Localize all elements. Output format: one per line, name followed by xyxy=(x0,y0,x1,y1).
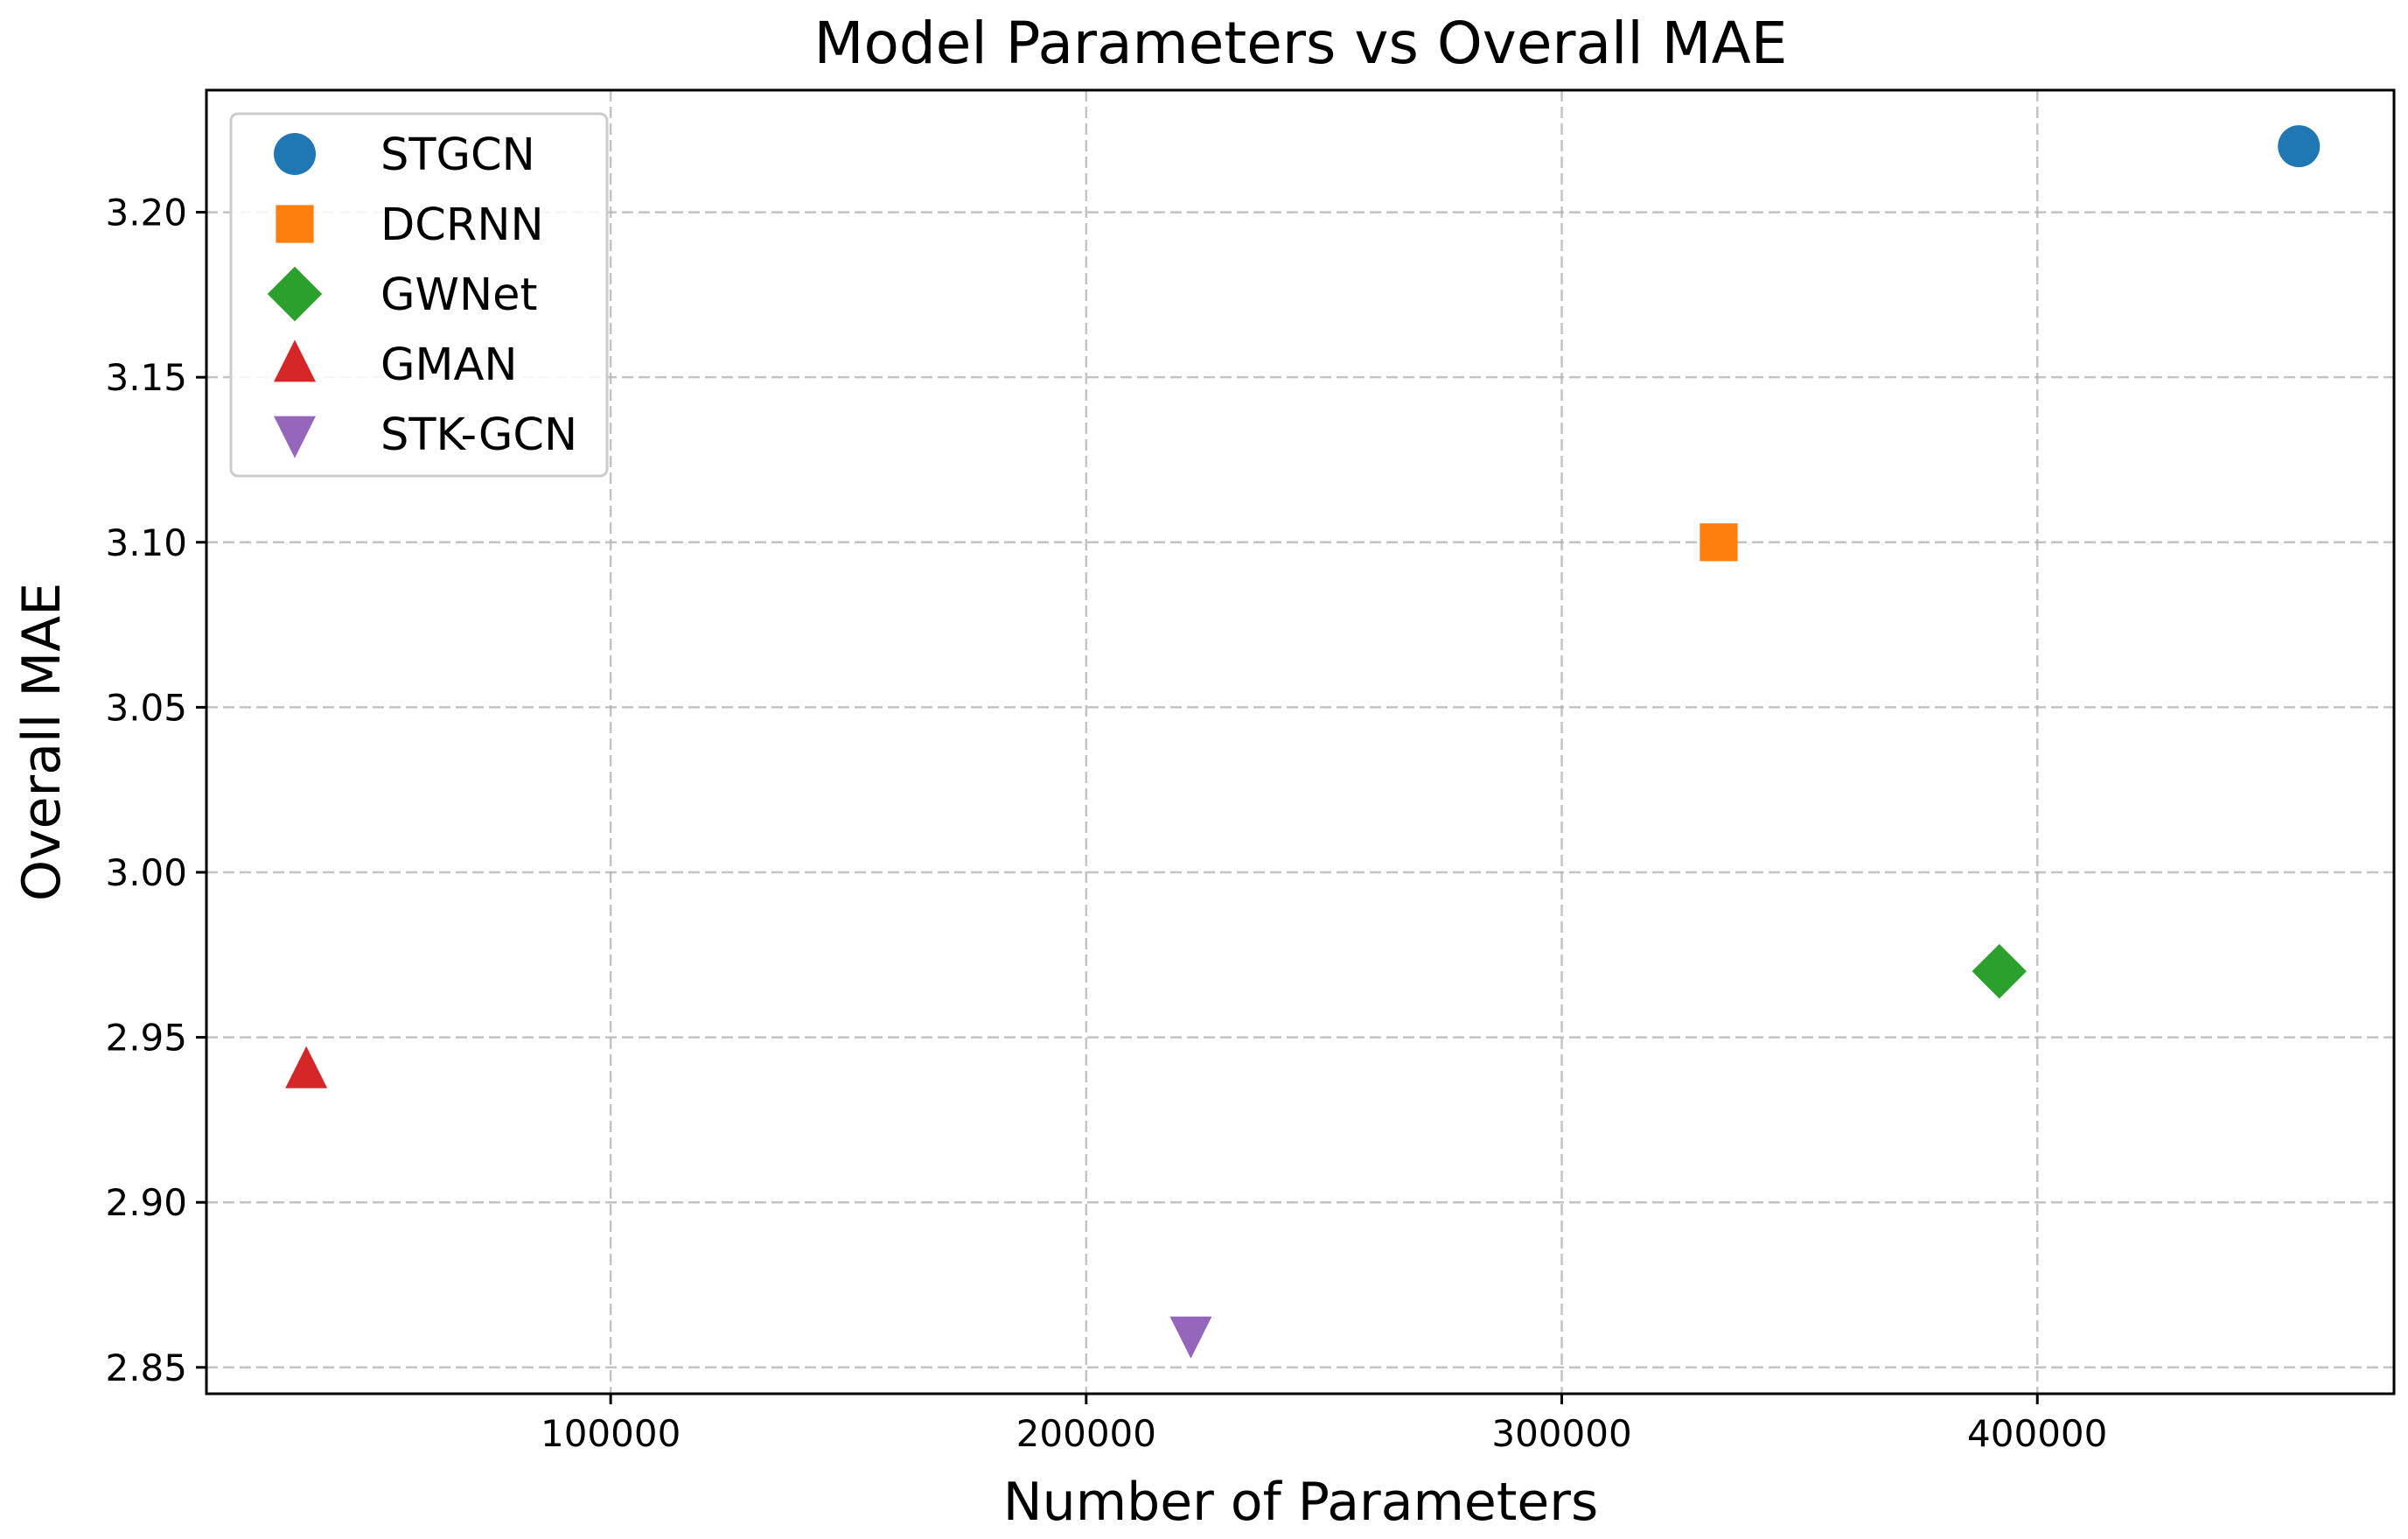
y-tick-label: 3.10 xyxy=(105,521,187,564)
legend-box xyxy=(229,112,609,478)
data-point-stk-gcn xyxy=(1169,1316,1212,1359)
legend-marker-stk-gcn xyxy=(274,416,316,458)
x-tick-label: 300000 xyxy=(1491,1412,1631,1455)
y-tick-label: 3.00 xyxy=(105,851,187,894)
x-tick-label: 200000 xyxy=(1016,1412,1156,1455)
y-tick-label: 2.90 xyxy=(105,1181,187,1224)
y-tick-label: 3.05 xyxy=(105,686,187,729)
y-tick-label: 2.85 xyxy=(105,1347,187,1389)
legend-label-stgcn: STGCN xyxy=(380,129,535,181)
x-tick-label: 100000 xyxy=(541,1412,681,1455)
y-axis-label: Overall MAE xyxy=(11,583,73,901)
data-point-stgcn xyxy=(2278,125,2321,168)
legend: STGCN DCRNN GWNet GMAN STK-GCN xyxy=(229,112,609,478)
y-tick-label: 3.15 xyxy=(105,356,187,399)
y-tick-label: 3.20 xyxy=(105,192,187,234)
data-points xyxy=(285,125,2321,1359)
legend-marker-dcrnn xyxy=(276,205,314,243)
legend-label-gwnet: GWNet xyxy=(380,269,537,321)
legend-marker-gman xyxy=(274,339,316,382)
legend-marker-stgcn xyxy=(274,133,316,175)
legend-marker-gwnet xyxy=(267,266,323,322)
grid-lines xyxy=(206,90,2394,1394)
x-axis-label: Number of Parameters xyxy=(1003,1472,1598,1533)
y-tick-label: 2.95 xyxy=(105,1017,187,1060)
legend-items: STGCN DCRNN GWNet GMAN STK-GCN xyxy=(267,129,577,461)
plot-frame xyxy=(205,88,2396,1396)
chart-title: Model Parameters vs Overall MAE xyxy=(814,10,1788,77)
data-point-gwnet xyxy=(1972,943,2027,999)
data-point-gman xyxy=(285,1046,328,1088)
axis-ticks: 100000 200000 300000 400000 2.85 2.90 2.95 3.00… xyxy=(105,192,2107,1455)
legend-label-dcrnn: DCRNN xyxy=(380,199,544,251)
legend-label-gman: GMAN xyxy=(380,339,518,391)
legend-label-stk-gcn: STK-GCN xyxy=(380,409,577,461)
x-tick-label: 400000 xyxy=(1967,1412,2107,1455)
data-point-dcrnn xyxy=(1700,523,1738,562)
